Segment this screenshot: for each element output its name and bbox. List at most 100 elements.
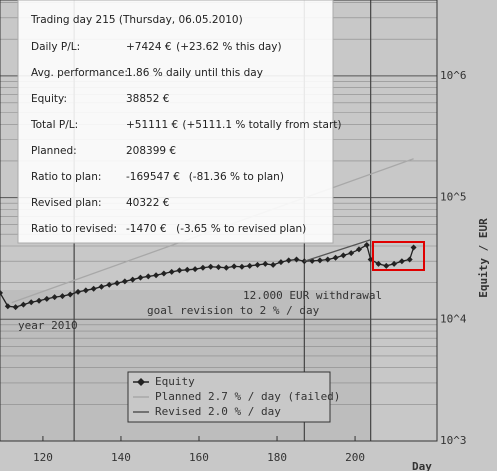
point bbox=[176, 267, 183, 274]
tooltip-cell: (-81.36 % to plan) bbox=[189, 171, 284, 183]
tooltip-cell: Revised plan: bbox=[31, 197, 102, 209]
point bbox=[160, 270, 167, 277]
tooltip-cell: -1470 € bbox=[126, 223, 167, 235]
point bbox=[316, 257, 323, 264]
legend-box bbox=[127, 371, 331, 423]
point bbox=[129, 276, 136, 283]
point bbox=[137, 274, 144, 281]
point bbox=[223, 264, 230, 271]
plot-frame bbox=[0, 0, 438, 442]
tooltip-cell: Daily P/L: bbox=[31, 41, 80, 53]
point bbox=[246, 262, 253, 269]
point bbox=[285, 257, 292, 264]
tooltip-cell: Ratio to revised: bbox=[31, 223, 117, 235]
point bbox=[106, 281, 113, 288]
tooltip-cell: Equity: bbox=[31, 93, 67, 105]
point bbox=[184, 266, 191, 273]
point bbox=[12, 304, 19, 311]
point bbox=[363, 241, 370, 248]
point bbox=[270, 261, 277, 268]
x-tick-label: 180 bbox=[267, 451, 287, 464]
legend-label: Revised 2.0 % / day bbox=[155, 405, 281, 418]
point bbox=[90, 285, 97, 292]
point bbox=[293, 256, 300, 263]
point bbox=[410, 244, 417, 251]
tooltip-cell: 38852 € bbox=[126, 93, 169, 105]
point bbox=[383, 262, 390, 269]
y-tick-label: 10^3 bbox=[440, 434, 467, 447]
point bbox=[391, 260, 398, 267]
point bbox=[199, 264, 206, 271]
y-tick-label: 10^6 bbox=[440, 69, 467, 82]
annotation: 12.000 EUR withdrawal bbox=[243, 289, 382, 302]
y-tick-label: 10^4 bbox=[440, 312, 467, 325]
point bbox=[262, 260, 269, 267]
tooltip-cell: (+5111.1 % totally from start) bbox=[182, 119, 341, 131]
point bbox=[67, 291, 74, 298]
legend-label: Equity bbox=[155, 375, 195, 388]
annotation: year 2010 bbox=[18, 319, 78, 332]
point bbox=[82, 287, 89, 294]
x-tick-label: 200 bbox=[345, 451, 365, 464]
point bbox=[20, 301, 27, 308]
tooltip-cell: Total P/L: bbox=[30, 119, 78, 131]
point bbox=[332, 254, 339, 261]
plot-area bbox=[0, 0, 438, 442]
point bbox=[355, 246, 362, 253]
tooltip: Trading day 215 (Thursday, 06.05.2010) Da… bbox=[17, 0, 341, 244]
annotation: goal revision to 2 % / day bbox=[147, 304, 320, 317]
series-line bbox=[304, 239, 371, 262]
point bbox=[398, 258, 405, 265]
point bbox=[192, 266, 199, 273]
tooltip-box bbox=[17, 0, 334, 244]
highlight-box bbox=[372, 241, 425, 271]
tooltip-cell: 208399 € bbox=[126, 145, 176, 157]
point bbox=[51, 294, 58, 301]
tooltip-cell: +7424 € bbox=[126, 41, 172, 53]
point bbox=[406, 256, 413, 263]
x-axis-label: Day bbox=[412, 460, 432, 471]
point bbox=[340, 252, 347, 259]
point bbox=[168, 268, 175, 275]
x-tick-label: 120 bbox=[33, 451, 53, 464]
point bbox=[75, 288, 82, 295]
point bbox=[59, 293, 66, 300]
point bbox=[277, 259, 284, 266]
point bbox=[36, 297, 43, 304]
tooltip-cell: Ratio to plan: bbox=[31, 171, 101, 183]
point bbox=[43, 295, 50, 302]
point bbox=[114, 280, 121, 287]
legend-marker bbox=[137, 378, 145, 386]
tooltip-title: Trading day 215 (Thursday, 06.05.2010) bbox=[30, 14, 243, 26]
y-axis-label: Equity / EUR bbox=[477, 218, 490, 298]
tooltip-cell: Avg. performance: bbox=[31, 67, 128, 79]
point bbox=[153, 272, 160, 279]
point bbox=[4, 303, 11, 310]
point bbox=[145, 273, 152, 280]
tooltip-cell: 1.86 % daily until this day bbox=[126, 67, 263, 79]
tooltip-cell: (+23.62 % this day) bbox=[176, 41, 282, 53]
y-tick-label: 10^5 bbox=[440, 191, 467, 204]
point bbox=[28, 299, 35, 306]
point bbox=[231, 263, 238, 270]
tooltip-cell: -169547 € bbox=[126, 171, 180, 183]
legend: Equity Planned 2.7 % / day (failed) Revise… bbox=[127, 371, 340, 423]
x-tick-label: 140 bbox=[111, 451, 131, 464]
point bbox=[215, 264, 222, 271]
point bbox=[0, 289, 3, 296]
tooltip-cell: Planned: bbox=[31, 145, 77, 157]
point bbox=[375, 260, 382, 267]
point bbox=[121, 278, 128, 285]
point bbox=[207, 263, 214, 270]
point bbox=[238, 263, 245, 270]
tooltip-cell: +51111 € bbox=[126, 119, 178, 131]
x-tick-label: 160 bbox=[189, 451, 209, 464]
point bbox=[98, 283, 105, 290]
tooltip-cell: (-3.65 % to revised plan) bbox=[176, 223, 306, 235]
point bbox=[324, 256, 331, 263]
tooltip-cell: 40322 € bbox=[126, 197, 169, 209]
legend-label: Planned 2.7 % / day (failed) bbox=[155, 390, 340, 403]
point bbox=[254, 261, 261, 268]
point bbox=[348, 250, 355, 257]
